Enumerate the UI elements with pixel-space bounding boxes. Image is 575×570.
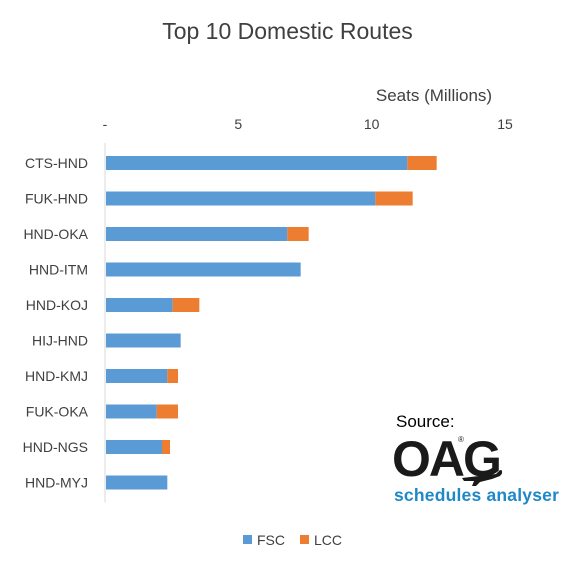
category-label: FUK-HND [25, 191, 88, 207]
source-credit: Source: OAG ® schedules analyser [392, 408, 562, 508]
x-tick-label: 5 [234, 116, 242, 132]
category-label: HND-NGS [23, 439, 88, 455]
x-tick-label: 10 [364, 116, 380, 132]
category-label: HND-MYJ [25, 475, 88, 491]
x-axis-title: Seats (Millions) [376, 86, 492, 105]
oag-logo: OAG ® [392, 431, 502, 487]
bar-lcc [375, 191, 413, 206]
legend-label-fsc: FSC [257, 532, 285, 548]
category-label: HND-ITM [29, 262, 88, 278]
legend-swatch-fsc [243, 535, 252, 544]
registered-mark: ® [458, 435, 464, 444]
bar-fsc [106, 404, 157, 419]
category-label: FUK-OKA [26, 404, 89, 420]
bar-lcc [407, 156, 437, 170]
bar-fsc [106, 440, 162, 454]
bar-lcc [156, 404, 178, 419]
category-label: HND-KMJ [25, 368, 88, 384]
category-label: HIJ-HND [32, 333, 88, 349]
oag-tagline: schedules analyser [394, 485, 560, 505]
bar-lcc [167, 369, 178, 383]
legend-label-lcc: LCC [314, 532, 342, 548]
category-label: CTS-HND [25, 155, 88, 171]
bar-fsc [106, 227, 288, 241]
bars [106, 156, 437, 490]
bar-fsc [106, 262, 301, 277]
legend: FSC LCC [243, 532, 342, 548]
category-label: HND-OKA [23, 226, 88, 242]
x-tick-label: 15 [497, 116, 513, 132]
x-tick-label: - [103, 116, 108, 132]
bar-fsc [106, 369, 168, 383]
bar-fsc [106, 191, 376, 206]
bar-lcc [172, 298, 200, 312]
category-labels: CTS-HND FUK-HND HND-OKA HND-ITM HND-KOJ HIJ-H… [23, 155, 89, 491]
chart-title: Top 10 Domestic Routes [162, 18, 413, 44]
bar-fsc [106, 298, 173, 312]
bar-fsc [106, 333, 181, 348]
bar-fsc [106, 475, 168, 490]
bar-lcc [162, 440, 170, 454]
source-label: Source: [396, 412, 455, 431]
category-label: HND-KOJ [26, 297, 88, 313]
legend-swatch-lcc [300, 535, 309, 544]
bar-fsc [106, 156, 408, 170]
airplane-icon [462, 470, 502, 486]
bar-lcc [287, 227, 309, 241]
x-axis-ticks: - 5 10 15 [103, 116, 513, 132]
